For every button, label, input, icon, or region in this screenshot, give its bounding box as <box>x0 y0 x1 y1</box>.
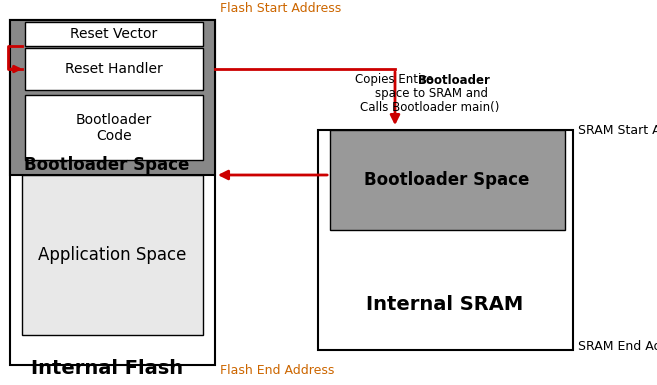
Bar <box>330 130 565 230</box>
Text: Reset Vector: Reset Vector <box>70 27 158 41</box>
Text: Copies Entire: Copies Entire <box>355 74 437 87</box>
Text: SRAM End Address: SRAM End Address <box>578 340 657 353</box>
Text: Flash End Address: Flash End Address <box>220 363 334 377</box>
Bar <box>22 175 203 335</box>
Text: SRAM Start Address: SRAM Start Address <box>578 124 657 137</box>
Text: Bootloader: Bootloader <box>418 74 491 87</box>
Text: Flash Start Address: Flash Start Address <box>220 2 341 15</box>
Text: space to SRAM and: space to SRAM and <box>375 87 488 100</box>
Text: Reset Handler: Reset Handler <box>65 62 163 76</box>
Text: Calls Bootloader main(): Calls Bootloader main() <box>360 102 499 114</box>
Text: Bootloader Space: Bootloader Space <box>365 171 530 189</box>
Bar <box>25 95 203 160</box>
Bar <box>10 20 215 365</box>
Bar <box>25 22 203 46</box>
Text: Internal SRAM: Internal SRAM <box>367 296 524 315</box>
Text: Internal Flash: Internal Flash <box>31 358 183 378</box>
Text: Bootloader Space: Bootloader Space <box>24 156 190 174</box>
Text: Bootloader
Code: Bootloader Code <box>76 113 152 143</box>
Bar <box>25 48 203 90</box>
Bar <box>318 130 573 350</box>
Text: Application Space: Application Space <box>38 246 186 264</box>
Bar <box>10 20 215 175</box>
